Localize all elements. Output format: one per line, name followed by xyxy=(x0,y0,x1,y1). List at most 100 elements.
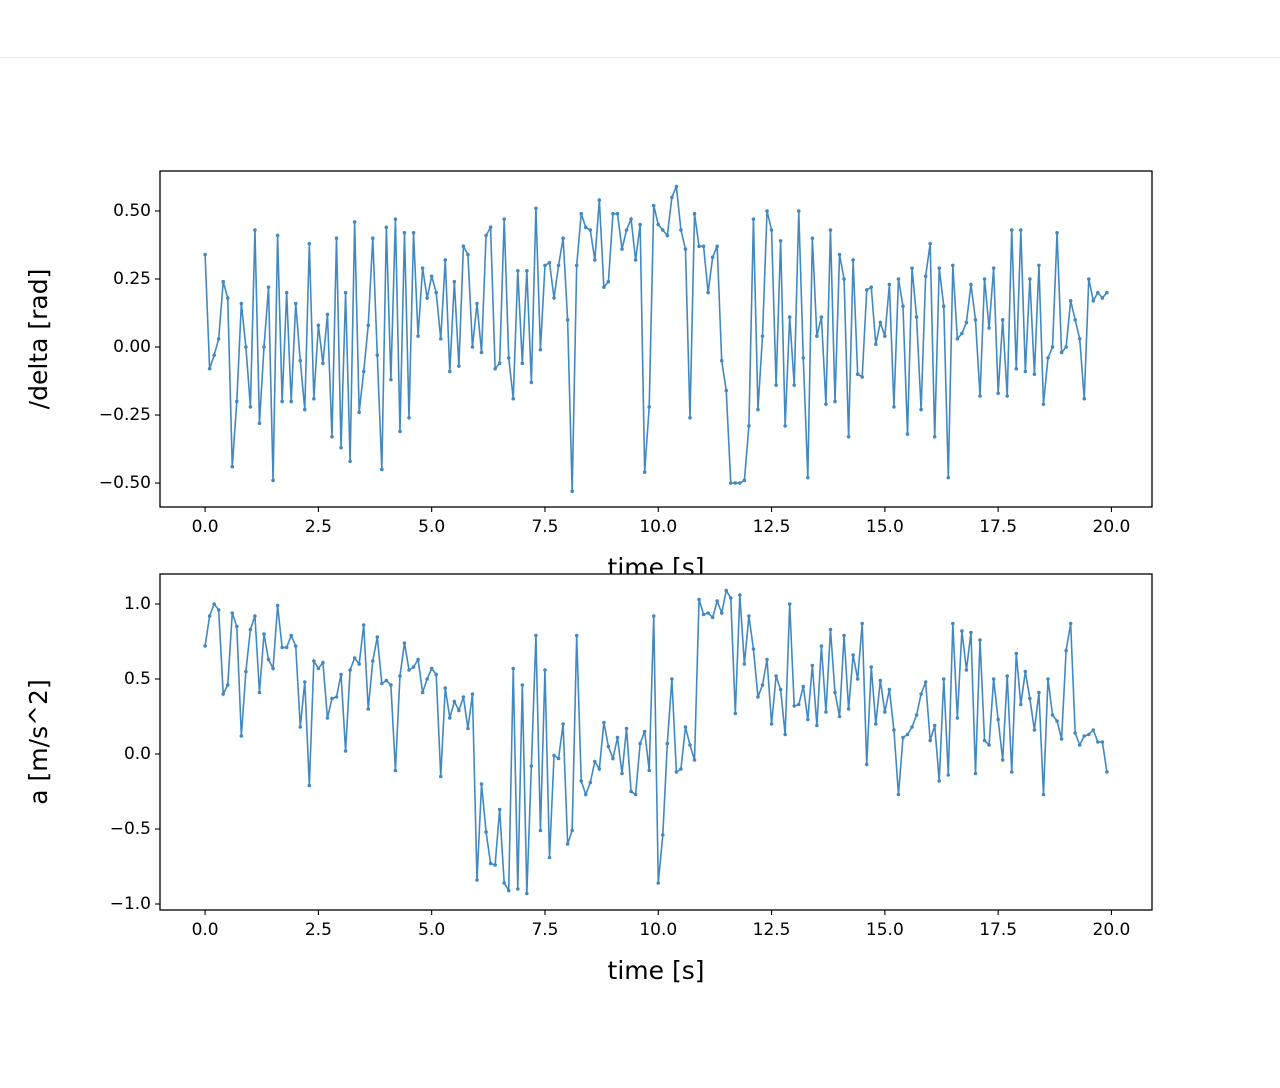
data-point xyxy=(892,728,896,732)
data-point xyxy=(869,665,874,669)
y-tick-label: −0.5 xyxy=(110,819,151,839)
data-point xyxy=(955,716,960,720)
data-point xyxy=(964,668,969,672)
data-point xyxy=(982,738,987,743)
data-point xyxy=(765,657,769,662)
data-point xyxy=(203,252,207,257)
data-point xyxy=(964,320,969,325)
data-point xyxy=(321,361,325,366)
data-point xyxy=(837,252,842,257)
data-point xyxy=(230,611,235,615)
data-point xyxy=(1073,318,1077,322)
data-point xyxy=(728,481,733,485)
data-point xyxy=(221,279,226,284)
data-point xyxy=(978,394,982,398)
data-point xyxy=(325,716,330,720)
data-point xyxy=(724,388,729,393)
data-point xyxy=(212,602,216,606)
x-tick-label: 17.5 xyxy=(979,517,1017,537)
data-point xyxy=(697,244,701,249)
data-point xyxy=(801,684,806,689)
data-point xyxy=(543,263,547,268)
data-point xyxy=(851,653,855,657)
data-point xyxy=(674,770,679,774)
data-point xyxy=(1046,356,1050,360)
data-point xyxy=(1064,648,1068,653)
data-point xyxy=(574,263,579,268)
data-point xyxy=(760,334,765,338)
data-point xyxy=(461,695,466,699)
data-point xyxy=(715,244,719,249)
data-point xyxy=(602,720,606,725)
data-point xyxy=(271,478,275,483)
data-point xyxy=(751,217,756,221)
data-point xyxy=(873,722,878,726)
data-point xyxy=(416,334,420,338)
data-point xyxy=(819,644,824,648)
data-point xyxy=(787,315,792,319)
data-point xyxy=(855,372,860,377)
data-point xyxy=(706,611,710,615)
data-point xyxy=(833,690,837,695)
data-point xyxy=(878,320,883,325)
data-point xyxy=(579,211,584,216)
data-point xyxy=(289,399,293,404)
data-point xyxy=(384,678,389,683)
data-point xyxy=(692,758,697,762)
data-point xyxy=(1037,263,1041,268)
data-point xyxy=(357,410,361,415)
data-point xyxy=(792,383,797,387)
data-point xyxy=(493,863,497,867)
data-point xyxy=(837,714,842,719)
data-point xyxy=(248,405,253,409)
data-point xyxy=(1055,230,1059,235)
data-point xyxy=(987,743,991,747)
data-point xyxy=(806,475,810,480)
data-point xyxy=(905,432,910,436)
data-point xyxy=(330,435,334,439)
y-tick-label: 0.0 xyxy=(124,744,151,764)
data-point xyxy=(525,269,529,273)
data-point xyxy=(520,361,525,366)
data-point xyxy=(398,429,402,434)
data-point xyxy=(502,881,506,885)
data-point xyxy=(1009,228,1014,232)
data-point xyxy=(398,674,402,678)
data-point xyxy=(606,279,611,284)
data-point xyxy=(742,662,747,666)
axes-frame xyxy=(159,573,1153,911)
data-point xyxy=(493,366,497,371)
data-point xyxy=(529,764,534,768)
data-point xyxy=(420,266,425,270)
data-point xyxy=(629,217,633,221)
data-point xyxy=(883,334,887,338)
data-point xyxy=(860,621,864,626)
data-point xyxy=(330,696,334,701)
x-axis-label: time [s] xyxy=(608,956,705,985)
y-axis-label: /delta [rad] xyxy=(24,269,53,410)
data-point xyxy=(828,228,833,232)
data-point xyxy=(275,233,280,238)
data-point xyxy=(289,633,293,638)
data-point xyxy=(892,405,896,409)
data-point xyxy=(815,334,819,338)
data-point xyxy=(1068,298,1073,303)
data-point xyxy=(738,481,742,485)
data-point xyxy=(1014,366,1019,371)
x-tick-label: 5.0 xyxy=(418,920,445,940)
data-point xyxy=(778,687,783,692)
x-tick-label: 15.0 xyxy=(866,920,904,940)
data-point xyxy=(280,645,284,650)
data-point xyxy=(570,489,574,494)
data-point xyxy=(561,722,565,726)
data-point xyxy=(1096,740,1100,744)
data-point xyxy=(461,244,466,249)
data-point xyxy=(633,258,638,262)
data-point xyxy=(937,779,942,783)
axes: 0.0 2.5 5.0 7.5 10.0 12.5 15.0 17.5 20.0 −1.0 −0.5… xyxy=(24,573,1153,985)
data-point xyxy=(488,861,493,866)
data-point xyxy=(393,217,398,221)
data-line xyxy=(204,186,1108,492)
data-point xyxy=(896,792,901,797)
data-point xyxy=(1082,734,1087,738)
